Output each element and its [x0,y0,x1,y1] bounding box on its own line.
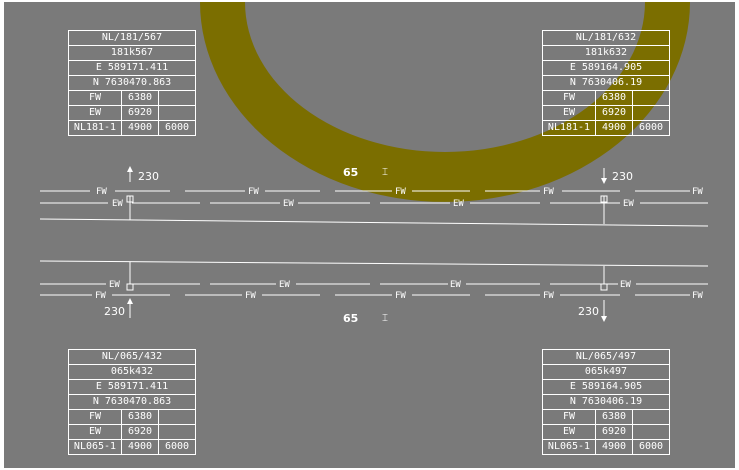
diagram-background [4,2,735,468]
box-easting: E 589164.905 [569,381,643,392]
line-value-2: 6000 [638,441,664,452]
ew-label: EW [112,199,123,209]
speed-sign-icon: ⌶ [382,167,388,178]
line-value-1: 4900 [596,440,633,454]
line-label: NL065-1 [543,440,596,454]
ew-label: EW [453,199,464,209]
ew-value: 6920 [596,425,633,439]
fw-label: FW [395,187,406,197]
box-id: NL/181/567 [101,32,163,43]
box-northing: N 7630470.863 [92,77,172,88]
fw-label: FW [692,187,703,197]
fw-label: FW [248,187,259,197]
fw-value: 6380 [122,91,159,105]
fw-value: 6380 [122,410,159,424]
ew-label: EW [69,106,122,120]
fw-label: FW [543,410,596,424]
box-id: NL/065/432 [101,351,163,362]
line-value-2: 6000 [638,122,664,133]
station-label: 230 [578,305,599,318]
box-easting: E 589171.411 [95,381,169,392]
fw-label: FW [69,91,122,105]
ew-label: EW [69,425,122,439]
box-easting: E 589164.905 [569,62,643,73]
ew-value: 6920 [596,106,633,120]
ew-label: EW [109,280,120,290]
info-box-top-right: NL/181/632 181k632 E 589164.905 N 763040… [542,30,670,136]
line-label: NL065-1 [69,440,122,454]
ew-label: EW [623,199,634,209]
line-value-2: 6000 [164,122,190,133]
station-label: 230 [612,170,633,183]
fw-label: FW [543,91,596,105]
line-value-1: 4900 [122,440,159,454]
ew-value: 6920 [122,425,159,439]
arrow-up-icon [127,298,133,304]
arrow-down-icon [601,316,607,322]
box-code: 065k497 [584,366,628,377]
ew-label: EW [283,199,294,209]
box-code: 181k567 [110,47,154,58]
line-label: NL181-1 [543,121,596,135]
arrow-down-icon [601,178,607,184]
box-code: 065k432 [110,366,154,377]
station-label: 230 [138,170,159,183]
line-value-2: 6000 [164,441,190,452]
fw-label: FW [96,187,107,197]
fw-value: 6380 [596,410,633,424]
ew-label: EW [543,425,596,439]
fw-value: 6380 [596,91,633,105]
ew-label: EW [543,106,596,120]
line-label: NL181-1 [69,121,122,135]
box-easting: E 589171.411 [95,62,169,73]
ew-label: EW [450,280,461,290]
fw-label: FW [395,291,406,301]
fw-label: FW [95,291,106,301]
info-box-top-left: NL/181/567 181k567 E 589171.411 N 763047… [68,30,196,136]
fw-label: FW [543,187,554,197]
track-labels: FW FW FW FW FW EW EW EW EW EW EW EW EW F… [95,187,703,301]
ew-label: EW [279,280,290,290]
info-box-bottom-left: NL/065/432 065k432 E 589171.411 N 763047… [68,349,196,455]
top-lines [39,168,709,227]
speed-sign-value: 65 [343,312,358,325]
box-code: 181k632 [584,47,628,58]
speed-sign-value: 65 [343,166,358,179]
ew-value: 6920 [122,106,159,120]
box-id: NL/065/497 [575,351,637,362]
fw-label: FW [245,291,256,301]
ew-label: EW [620,280,631,290]
info-box-bottom-right: NL/065/497 065k497 E 589164.905 N 763040… [542,349,670,455]
box-northing: N 7630406.19 [569,77,643,88]
arc-band [200,2,690,202]
station-label: 230 [104,305,125,318]
box-northing: N 7630470.863 [92,396,172,407]
arrow-up-icon [127,166,133,172]
speed-sign-icon: ⌶ [382,313,388,324]
line-value-1: 4900 [596,121,633,135]
bottom-lines [39,260,709,318]
fw-label: FW [543,291,554,301]
fw-label: FW [692,291,703,301]
fw-label: FW [69,410,122,424]
box-id: NL/181/632 [575,32,637,43]
line-value-1: 4900 [122,121,159,135]
box-northing: N 7630406.19 [569,396,643,407]
